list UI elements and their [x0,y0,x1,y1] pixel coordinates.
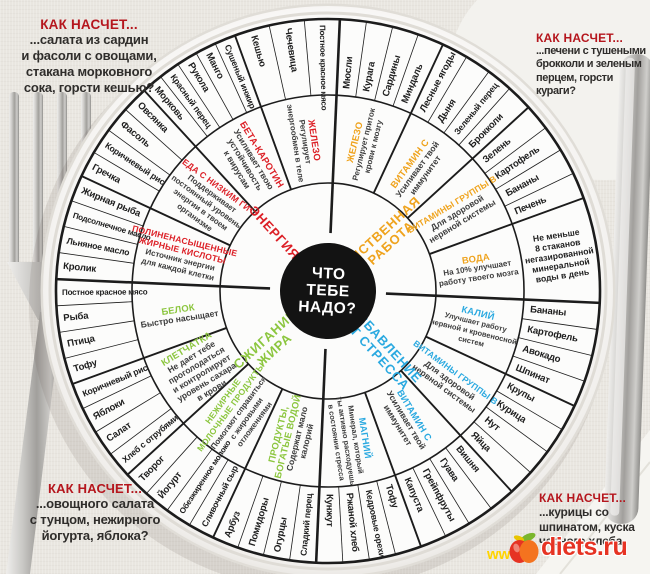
callout-top-right: КАК НАСЧЕТ... ...печени с тушеными брокк… [536,31,650,99]
callout-body: ...овощного салата с тунцом, нежирного й… [29,496,161,543]
callout-top-left: КАК НАСЧЕТ... ...салата из сардин и фасо… [4,17,174,95]
divider-line [126,363,250,476]
divider-line [495,149,561,190]
diets-logo: diets.ru [509,529,628,565]
divider-line [429,197,584,255]
needs-wheel: Мюсли Курага СардиныМиндальЖЕЛЕЗОРегулируе… [54,17,602,565]
knife-icon [604,54,650,524]
divider-line [376,480,396,555]
callout-bottom-left: КАК НАСЧЕТ... ...овощного салата с тунцо… [0,481,190,544]
divider-line [385,292,600,305]
divider-line [412,467,446,537]
divider-line [72,327,227,385]
food-label: Постное красное мясо [62,287,148,296]
divider-line [59,320,135,333]
divider-line [484,127,546,174]
apple-icon [509,532,539,563]
divider-line [64,339,139,359]
divider-line [146,436,198,494]
divider-line [314,348,327,563]
food-label: Мюсли [341,56,355,90]
plate-well-ring [48,11,608,571]
food-label: Кунжут [324,494,335,527]
nutrient-name-line: ВОДА [461,251,490,266]
divider-line [237,475,264,548]
food-label: Бананы [530,304,567,318]
divider-line [372,44,444,194]
divider-line [374,26,394,101]
callout-heading: КАК НАСЧЕТ... [539,491,627,505]
divider-line [338,486,344,563]
callout-body: ...курицы со шпинатом, куска черного хле… [539,505,635,549]
logo-site-name: diets.ru [541,532,628,561]
divider-line [400,369,513,493]
divider-line [58,252,135,264]
divider-line [518,337,593,357]
divider-line [485,406,548,453]
divider-line [214,43,248,113]
divider-line [329,19,342,234]
divider-line [445,447,492,509]
divider-line [427,56,467,123]
divider-line [262,481,282,556]
divider-line [81,175,231,247]
divider-line [189,459,229,526]
divider-line [521,318,598,330]
divider-line [160,76,208,137]
divider-line [443,71,490,134]
callout-body: ...печени с тушеными брокколи и зеленым … [536,45,646,98]
divider-line [289,484,301,561]
divider-line [56,277,271,290]
divider-line [166,448,213,511]
divider-line [143,89,256,213]
divider-line [364,392,422,547]
divider-line [268,25,286,100]
divider-line [406,106,530,219]
divider-line [95,392,161,433]
divider-line [177,63,221,128]
divider-line [195,52,234,120]
food-label: Рыба [63,310,90,324]
divider-line [392,34,419,107]
divider-line [496,390,563,430]
divider-line [82,375,152,409]
divider-line [512,355,585,382]
divider-line [303,20,312,96]
divider-line [234,35,292,190]
divider-line [357,484,370,560]
divider-line [110,408,172,455]
callout-heading: КАК НАСЧЕТ... [47,481,143,496]
divider-line [71,200,144,227]
divider-line [125,109,183,161]
divider-line [473,421,531,473]
divider-line [355,21,367,98]
center-circle [280,243,376,339]
divider-line [63,225,138,245]
callout-heading: КАК НАСЧЕТ... [536,31,624,45]
divider-line [212,388,284,538]
divider-line [429,458,470,524]
center-label-line: ТЕБЕ [306,282,350,301]
center-label-line: ЧТО [312,265,346,283]
callout-heading: КАК НАСЧЕТ... [40,17,138,32]
divider-line [425,335,575,407]
divider-line [93,152,160,192]
divider-line [458,88,510,146]
callout-bottom-right: КАК НАСЧЕТ... ...курицы со шпинатом, кус… [539,491,650,549]
nutrient-name-line: БЕЛОК [161,301,196,317]
callout-body: ...салата из сардин и фасоли с овощами, … [21,32,157,95]
food-label: Постное красное мясо [318,25,329,111]
divider-line [56,301,133,307]
divider-line [108,129,171,176]
food-label: Кролик [63,261,97,275]
wheel-grid [56,19,600,563]
center-label-line: НАДО? [298,298,357,318]
divider-line [504,173,574,207]
